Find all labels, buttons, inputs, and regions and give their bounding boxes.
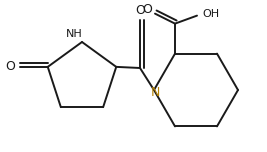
Text: OH: OH xyxy=(202,9,219,19)
Text: NH: NH xyxy=(66,29,83,39)
Text: O: O xyxy=(5,60,15,73)
Text: O: O xyxy=(135,5,145,17)
Text: O: O xyxy=(142,3,152,16)
Text: N: N xyxy=(150,86,160,100)
